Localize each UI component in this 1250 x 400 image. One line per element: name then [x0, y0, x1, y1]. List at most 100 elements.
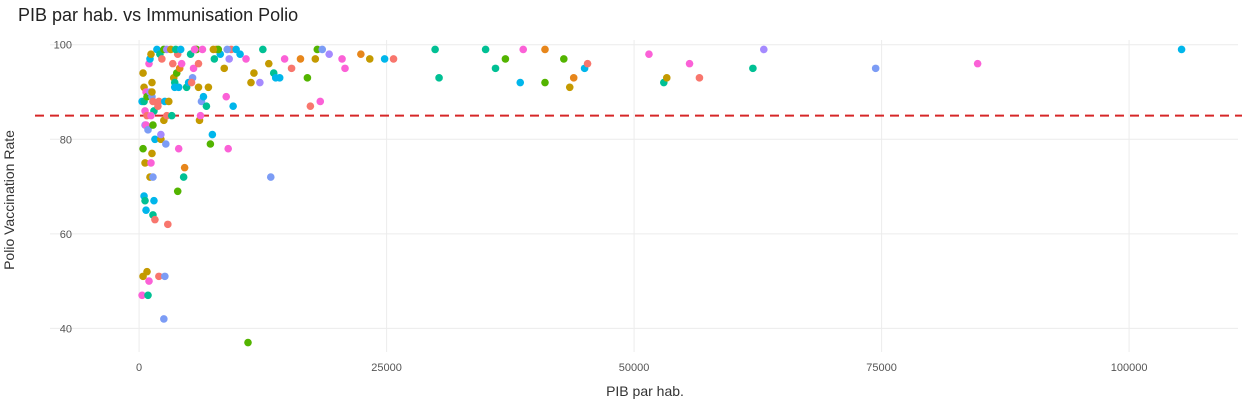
y-tick-label: 80: [60, 134, 72, 146]
data-point: [179, 173, 188, 181]
data-point: [491, 64, 500, 73]
data-point: [357, 50, 365, 58]
data-point: [210, 55, 219, 63]
x-tick-label: 0: [136, 362, 142, 374]
data-point: [225, 55, 233, 63]
data-point: [1177, 45, 1186, 54]
data-point: [198, 45, 207, 54]
data-point: [316, 97, 325, 106]
data-point: [208, 130, 217, 139]
data-point: [149, 97, 157, 106]
data-point: [645, 50, 653, 58]
data-point: [250, 69, 258, 77]
data-point: [151, 135, 159, 144]
data-point: [264, 59, 273, 68]
data-point: [287, 64, 296, 73]
data-point: [204, 83, 213, 92]
data-point: [296, 55, 305, 63]
data-point: [144, 126, 152, 134]
data-point: [341, 64, 349, 73]
data-point: [149, 121, 157, 129]
data-point: [389, 55, 398, 63]
data-point: [147, 159, 155, 167]
data-point: [244, 338, 252, 347]
data-point: [170, 83, 179, 92]
data-point: [871, 64, 880, 73]
data-point: [266, 173, 275, 181]
data-point: [143, 267, 151, 276]
data-point: [325, 50, 333, 58]
data-point: [139, 69, 147, 77]
data-point: [973, 59, 982, 68]
data-point: [190, 45, 199, 54]
data-point: [174, 144, 183, 153]
data-point: [196, 111, 205, 120]
x-tick-label: 100000: [1111, 362, 1148, 374]
data-point: [187, 78, 196, 87]
data-point: [147, 50, 155, 58]
x-axis-label: PIB par hab.: [606, 383, 684, 399]
data-point: [222, 92, 231, 101]
data-point: [695, 74, 704, 82]
data-point: [147, 111, 155, 120]
data-point: [229, 102, 237, 110]
data-point: [749, 64, 757, 73]
data-point: [141, 159, 149, 167]
data-point: [224, 144, 232, 153]
data-point: [662, 74, 671, 82]
data-point: [162, 140, 170, 148]
data-point: [569, 74, 578, 82]
data-point: [145, 277, 153, 285]
data-point: [541, 78, 549, 87]
data-point: [220, 64, 229, 73]
data-point: [501, 55, 510, 63]
data-point: [318, 45, 327, 54]
data-point: [242, 55, 250, 63]
data-point: [141, 196, 149, 205]
data-point: [280, 55, 289, 63]
data-point: [685, 59, 694, 68]
y-tick-label: 40: [60, 323, 72, 335]
data-point: [148, 78, 156, 87]
data-point: [202, 102, 211, 110]
data-point: [541, 45, 549, 54]
data-point: [168, 59, 177, 68]
data-point: [431, 45, 439, 54]
data-point: [189, 64, 198, 73]
y-axis-label: Polio Vaccination Rate: [1, 130, 17, 270]
data-point: [247, 78, 255, 87]
data-point: [144, 291, 152, 300]
data-point: [138, 291, 146, 300]
data-point: [176, 45, 185, 54]
x-tick-label: 75000: [866, 362, 897, 374]
data-point: [194, 83, 203, 92]
data-point: [759, 45, 768, 54]
data-point: [560, 55, 568, 63]
data-point: [155, 272, 163, 281]
data-point: [199, 92, 208, 101]
data-point: [148, 88, 156, 96]
data-point: [275, 74, 284, 82]
x-tick-label: 25000: [371, 362, 402, 374]
data-point: [161, 272, 169, 281]
data-points: [138, 45, 1186, 347]
tick-labels: 0 25000 50000 75000 100000 40 60 80 100: [54, 40, 1148, 374]
data-point: [380, 55, 389, 63]
data-point: [149, 173, 157, 181]
data-point: [311, 55, 320, 63]
data-point: [583, 59, 592, 68]
data-point: [516, 78, 525, 87]
data-point: [180, 163, 189, 172]
data-point: [303, 74, 312, 82]
grid-lines: [50, 40, 1238, 352]
data-point: [150, 196, 158, 205]
data-point: [256, 78, 264, 87]
data-point: [338, 55, 346, 63]
data-point: [209, 45, 218, 54]
data-point: [160, 315, 168, 323]
data-point: [223, 45, 232, 54]
y-tick-label: 60: [60, 229, 72, 241]
data-point: [164, 220, 172, 229]
data-point: [158, 55, 166, 63]
